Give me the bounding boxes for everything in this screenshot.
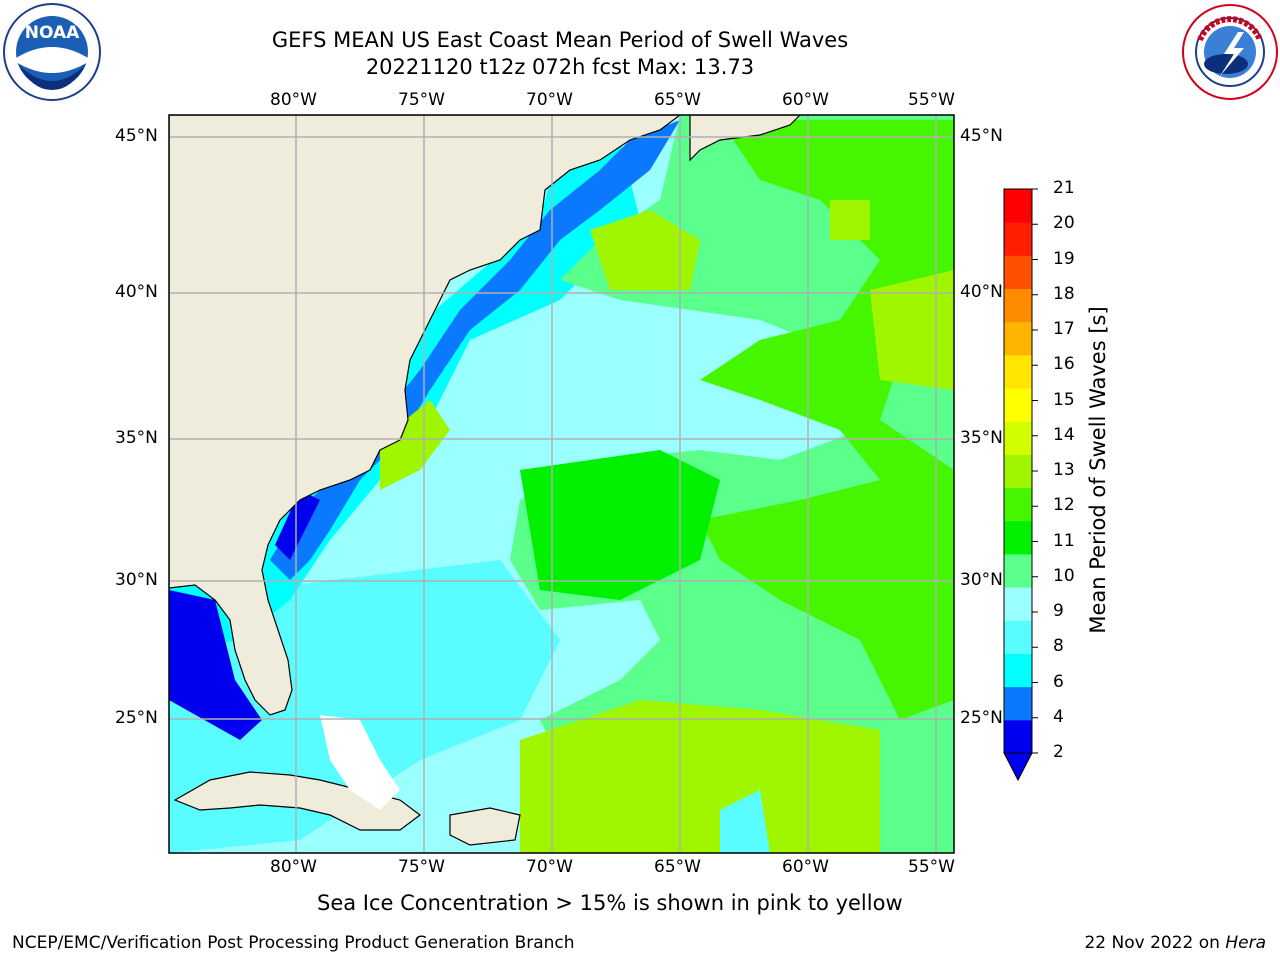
noaa-logo: NOAA [3, 3, 101, 101]
swell-zone-yellowgreen-south [520, 700, 880, 853]
colorbar-tick-label: 17 [1053, 319, 1075, 339]
colorbar-swatch [1004, 587, 1032, 621]
lat-label-left-35n: 35°N [115, 428, 158, 448]
colorbar-swatch [1004, 388, 1032, 422]
land-cuba [173, 771, 421, 831]
colorbar-tick-label: 11 [1053, 530, 1075, 551]
lon-label-bottom-80w: 80°W [270, 857, 317, 877]
colorbar [1003, 188, 1038, 782]
colorbar-tick-label: 19 [1053, 248, 1075, 269]
swell-zone-yellowgreen-north [590, 210, 700, 290]
chart-title: GEFS MEAN US East Coast Mean Period of S… [271, 28, 849, 52]
swell-zone-green-mid [520, 450, 720, 600]
colorbar-tick-label: 13 [1053, 460, 1075, 480]
swell-zone-darkblue-coast [275, 490, 320, 560]
graticule [169, 115, 954, 853]
colorbar-swatch [1004, 222, 1032, 256]
lat-label-right-30n: 30°N [960, 570, 1003, 590]
lon-label-bottom-55w: 55°W [908, 857, 955, 877]
lon-label-top-80w: 80°W [270, 90, 317, 110]
nws-logo [1182, 4, 1278, 100]
swell-zone-green-light [510, 115, 954, 853]
swell-zone-cyan-spot [720, 790, 770, 853]
swell-zone-yellowgreen-hatteras [380, 400, 450, 490]
footer-credit: NCEP/EMC/Verification Post Processing Pr… [12, 933, 575, 953]
lat-label-left-40n: 40°N [115, 282, 158, 302]
colorbar-tick-label: 9 [1053, 601, 1064, 621]
lon-label-top-75w: 75°W [398, 90, 445, 110]
colorbar-tick-label: 18 [1053, 283, 1075, 304]
colorbar-swatch [1004, 255, 1032, 290]
map-frame [168, 114, 955, 854]
lon-label-top-65w: 65°W [654, 90, 701, 110]
colorbar-extend-arrow [1003, 752, 1033, 782]
lat-label-right-35n: 35°N [960, 428, 1003, 448]
swell-zone-yellowgreen-east [870, 270, 954, 390]
colorbar-tick-label: 14 [1053, 424, 1075, 445]
lat-label-right-25n: 25°N [960, 708, 1003, 728]
colorbar-tick-label: 16 [1053, 354, 1075, 375]
lon-label-top-70w: 70°W [526, 90, 573, 110]
colorbar-swatch [1004, 520, 1032, 555]
sea-ice-caption: Sea Ice Concentration > 15% is shown in … [317, 891, 903, 915]
swell-zone-darkblue-gulf [169, 590, 262, 740]
lon-label-top-55w: 55°W [908, 90, 955, 110]
colorbar-title: Mean Period of Swell Waves [s] [1086, 306, 1110, 634]
colorbar-tick-label: 20 [1053, 213, 1075, 234]
footer-date: 22 Nov 2022 on Hera [1084, 933, 1266, 953]
colorbar-swatch [1004, 719, 1032, 754]
colorbar-swatch [1004, 321, 1032, 356]
chart-subtitle: 20221120 t12z 072h fcst Max: 13.73 [365, 55, 755, 79]
swell-zone-yellowgreen-ne [830, 200, 870, 240]
lon-label-top-60w: 60°W [782, 90, 829, 110]
colorbar-swatch [1004, 288, 1032, 323]
footer-date-text: 22 Nov 2022 on [1084, 933, 1226, 953]
colorbar-swatch [1004, 653, 1032, 688]
colorbar-swatch [1004, 421, 1032, 455]
colorbar-swatch [1004, 189, 1032, 223]
footer-host: Hera [1225, 933, 1266, 953]
swell-zone-green [700, 120, 954, 720]
lon-label-bottom-70w: 70°W [526, 857, 573, 877]
colorbar-tick-label: 21 [1053, 178, 1075, 198]
noaa-logo-text: NOAA [25, 23, 80, 43]
colorbar-swatch [1004, 354, 1032, 389]
lat-label-right-45n: 45°N [960, 126, 1003, 146]
lat-label-left-30n: 30°N [115, 570, 158, 590]
colorbar-tick-label: 4 [1053, 706, 1064, 727]
lat-label-left-25n: 25°N [115, 708, 158, 728]
colorbar-tick-label: 12 [1053, 495, 1075, 516]
colorbar-tick-label: 6 [1053, 671, 1064, 692]
colorbar-swatch [1004, 686, 1032, 721]
lat-label-right-40n: 40°N [960, 282, 1003, 302]
lon-label-bottom-65w: 65°W [654, 857, 701, 877]
colorbar-swatch [1004, 487, 1032, 522]
lat-label-left-45n: 45°N [115, 126, 158, 146]
colorbar-tick-label: 2 [1053, 742, 1064, 762]
colorbar-tick-label: 15 [1053, 389, 1075, 410]
colorbar-tick-label: 8 [1053, 636, 1064, 657]
land-hispaniola [449, 807, 521, 846]
colorbar-swatch [1004, 454, 1032, 489]
lon-label-bottom-75w: 75°W [398, 857, 445, 877]
bahamas-bank [320, 715, 400, 810]
colorbar-swatch [1004, 620, 1032, 654]
colorbar-swatch [1004, 553, 1032, 588]
colorbar-tick-label: 10 [1053, 565, 1075, 586]
lon-label-bottom-60w: 60°W [782, 857, 829, 877]
